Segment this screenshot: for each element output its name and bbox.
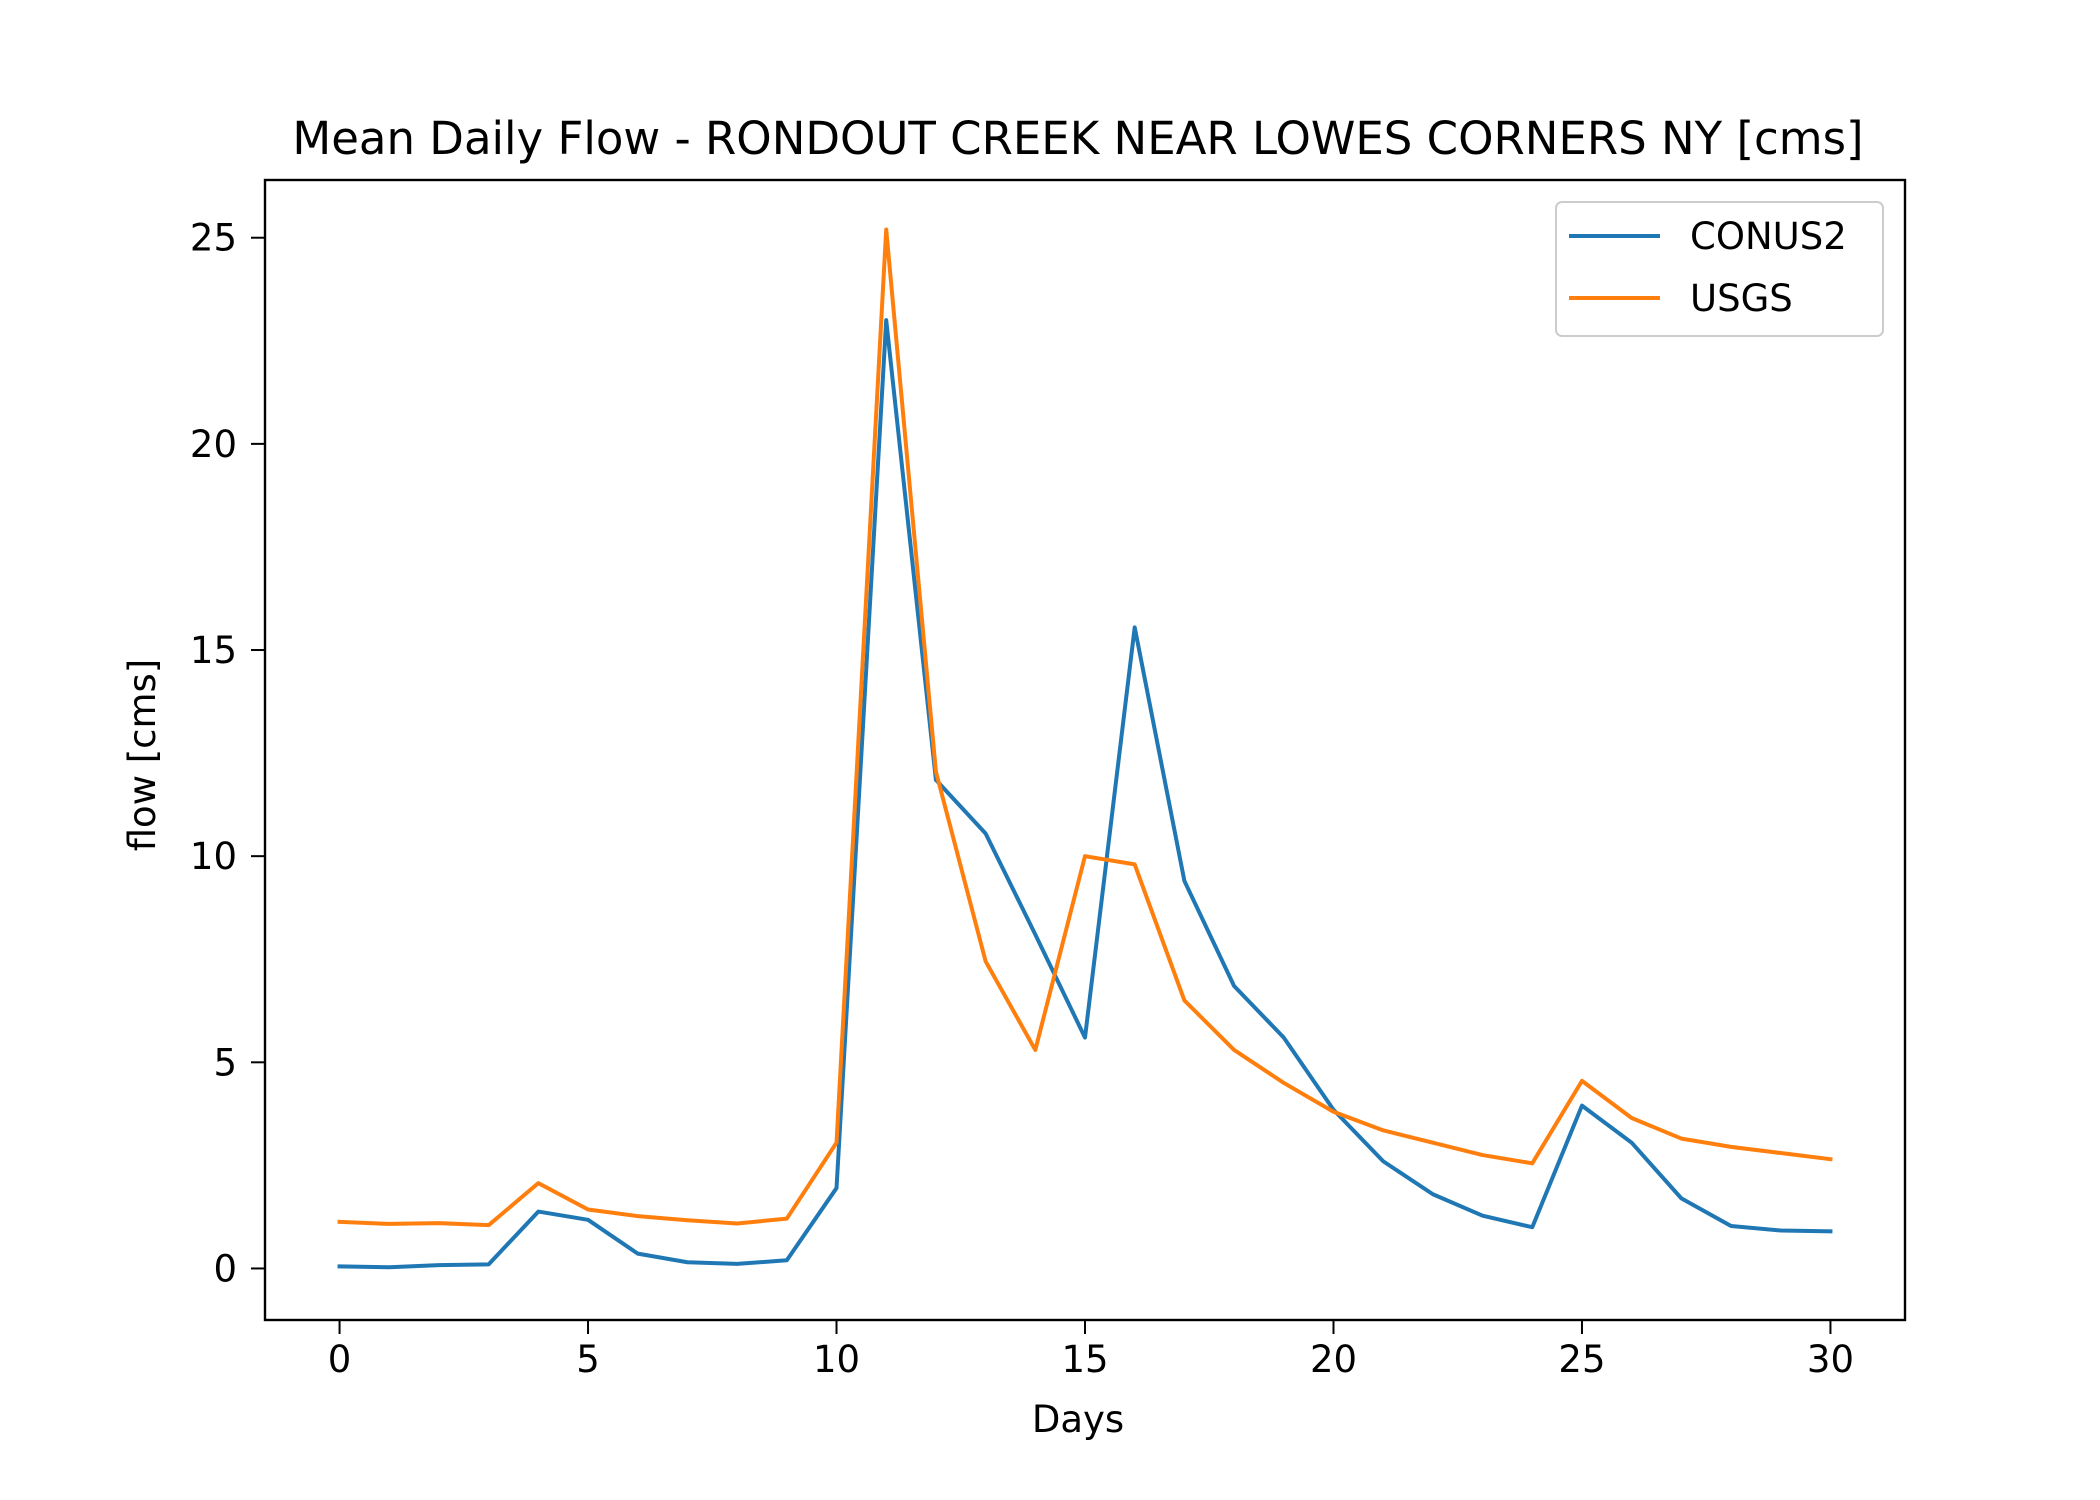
y-tick-label: 15 bbox=[190, 629, 237, 672]
x-tick-label: 30 bbox=[1807, 1338, 1854, 1381]
series-line-conus2 bbox=[337, 318, 1833, 1270]
x-axis-label: Days bbox=[1032, 1398, 1124, 1441]
y-tick-label: 25 bbox=[190, 217, 237, 260]
y-tick-label: 5 bbox=[213, 1041, 237, 1084]
x-tick-label: 10 bbox=[813, 1338, 860, 1381]
plot-frame bbox=[263, 178, 1907, 1322]
chart-title: Mean Daily Flow - RONDOUT CREEK NEAR LOW… bbox=[292, 112, 1863, 165]
series-line-usgs bbox=[337, 227, 1833, 1228]
y-axis-label: flow [cms] bbox=[121, 659, 164, 852]
x-tick-label: 0 bbox=[328, 1338, 352, 1381]
x-tick-label: 20 bbox=[1310, 1338, 1357, 1381]
x-tick-label: 15 bbox=[1061, 1338, 1108, 1381]
x-tick-label: 5 bbox=[576, 1338, 600, 1381]
plot-area bbox=[337, 227, 1833, 1270]
x-tick-label: 25 bbox=[1558, 1338, 1605, 1381]
y-tick-label: 0 bbox=[213, 1247, 237, 1290]
y-tick-label: 20 bbox=[190, 423, 237, 466]
legend-label-usgs: USGS bbox=[1690, 277, 1793, 320]
legend-label-conus2: CONUS2 bbox=[1690, 215, 1847, 258]
legend: CONUS2 USGS bbox=[1555, 201, 1884, 337]
y-tick-label: 10 bbox=[190, 835, 237, 878]
y-axis: 0 5 10 15 20 25 bbox=[190, 217, 265, 1290]
x-axis: 0 5 10 15 20 25 30 bbox=[328, 1320, 1854, 1381]
